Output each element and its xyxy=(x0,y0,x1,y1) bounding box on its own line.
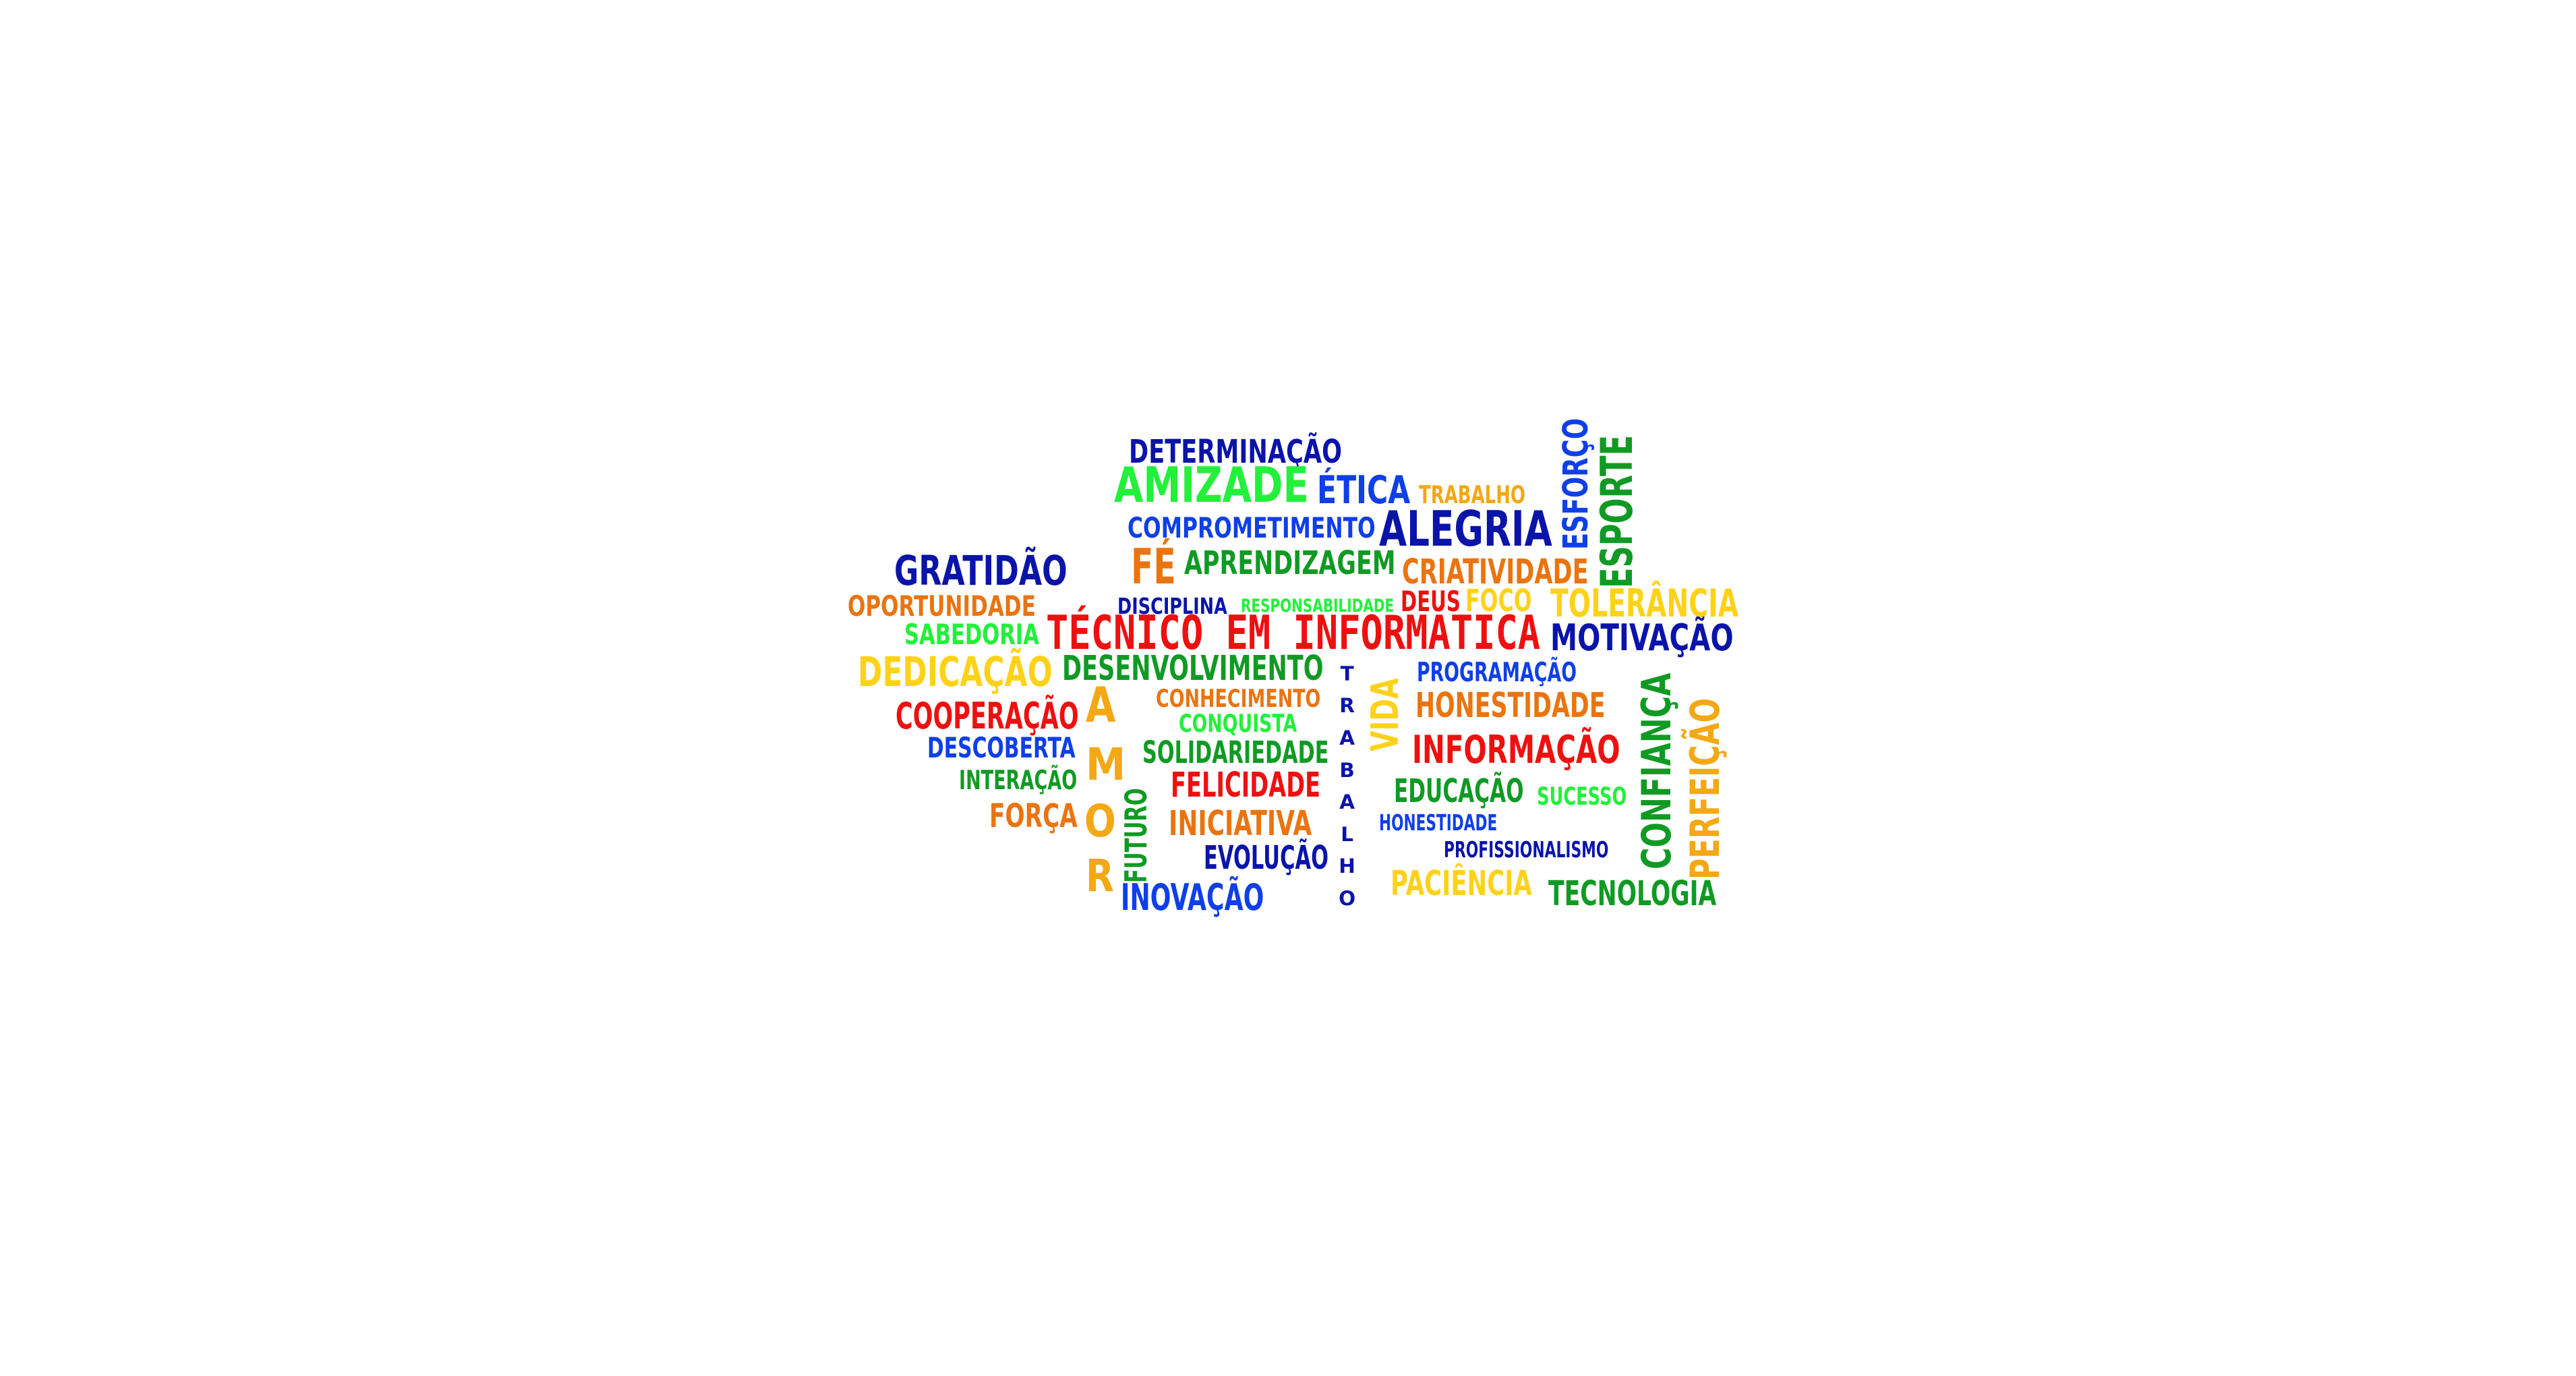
word-tolerancia: TOLERÂNCIA xyxy=(1550,581,1738,626)
word-trabalho-small: TRABALHO xyxy=(1418,480,1525,510)
word-determinacao: DETERMINAÇÃO xyxy=(1129,432,1343,471)
word-descoberta: DESCOBERTA xyxy=(927,731,1076,765)
word-vida: VIDA xyxy=(1364,678,1408,751)
word-disciplina: DISCIPLINA xyxy=(1117,593,1227,620)
word-tecnico: TÉCNICO EM INFORMÁTICA xyxy=(1045,606,1540,660)
word-oportunidade: OPORTUNIDADE xyxy=(847,590,1036,623)
word-paciencia: PACIÊNCIA xyxy=(1390,863,1532,904)
word-interacao: INTERAÇÃO xyxy=(959,766,1078,797)
word-educacao: EDUCAÇÃO xyxy=(1393,772,1524,811)
word-felicidade: FELICIDADE xyxy=(1170,765,1321,806)
word-evolucao: EVOLUÇÃO xyxy=(1204,839,1329,878)
word-trabalho-vertical-letter: H xyxy=(1339,855,1355,878)
word-gratidao: GRATIDÃO xyxy=(894,547,1067,595)
word-sabedoria: SABEDORIA xyxy=(904,618,1039,652)
word-trabalho-vertical-letter: R xyxy=(1339,694,1355,718)
word-programacao: PROGRAMAÇÃO xyxy=(1417,657,1577,688)
word-trabalho-vertical-letter: A xyxy=(1339,791,1355,814)
word-futuro: FUTURO xyxy=(1119,787,1154,883)
word-forca: FORÇA xyxy=(989,797,1078,836)
word-conquista: CONQUISTA xyxy=(1179,708,1297,738)
word-amor-o: O xyxy=(1084,794,1116,847)
word-honestidade-small: HONESTIDADE xyxy=(1378,809,1497,836)
word-fe: FÉ xyxy=(1130,539,1176,596)
word-perfeicao: PERFEIÇÃO xyxy=(1681,697,1728,880)
word-esforco: ESFORÇO xyxy=(1556,418,1596,550)
word-trabalho-vertical-letter: O xyxy=(1339,886,1356,910)
word-amor-a: A xyxy=(1085,677,1116,735)
word-honestidade-big: HONESTIDADE xyxy=(1415,685,1606,726)
word-desenvolvimento: DESENVOLVIMENTO xyxy=(1062,648,1324,689)
word-confianca: CONFIANÇA xyxy=(1633,672,1680,869)
word-dedicacao: DEDICAÇÃO xyxy=(857,649,1053,697)
word-criatividade: CRIATIVIDADE xyxy=(1402,551,1589,592)
word-responsabilidade: RESPONSABILIDADE xyxy=(1240,596,1394,617)
word-motivacao: MOTIVAÇÃO xyxy=(1550,616,1734,659)
word-amor-r: R xyxy=(1085,849,1114,902)
word-amizade: AMIZADE xyxy=(1113,457,1309,515)
word-informacao: INFORMAÇÃO xyxy=(1411,727,1620,772)
word-alegria: ALEGRIA xyxy=(1378,500,1552,558)
word-etica: ÉTICA xyxy=(1317,467,1411,513)
word-trabalho-vertical-letter: T xyxy=(1340,662,1354,685)
word-tecnologia: TECNOLOGIA xyxy=(1548,873,1717,914)
word-aprendizagem: APRENDIZAGEM xyxy=(1183,544,1396,582)
word-deus: DEUS xyxy=(1400,585,1461,619)
word-trabalho-vertical-letter: B xyxy=(1339,758,1355,782)
word-inovacao: INOVAÇÃO xyxy=(1120,876,1264,919)
word-solidariedade: SOLIDARIEDADE xyxy=(1142,734,1329,770)
word-iniciativa: INICIATIVA xyxy=(1169,803,1312,844)
word-trabalho-vertical-letter: A xyxy=(1339,726,1355,750)
word-esporte: ESPORTE xyxy=(1591,434,1643,588)
word-trabalho-vertical-letter: L xyxy=(1341,822,1354,846)
word-profissionalismo: PROFISSIONALISMO xyxy=(1443,836,1609,863)
word-amor-m: M xyxy=(1085,738,1126,791)
word-cooperacao: COOPERAÇÃO xyxy=(896,694,1080,737)
word-sucesso: SUCESSO xyxy=(1537,782,1627,811)
word-comprometimento: COMPROMETIMENTO xyxy=(1127,511,1376,545)
word-foco: FOCO xyxy=(1465,583,1532,619)
word-conhecimento: CONHECIMENTO xyxy=(1155,683,1321,713)
